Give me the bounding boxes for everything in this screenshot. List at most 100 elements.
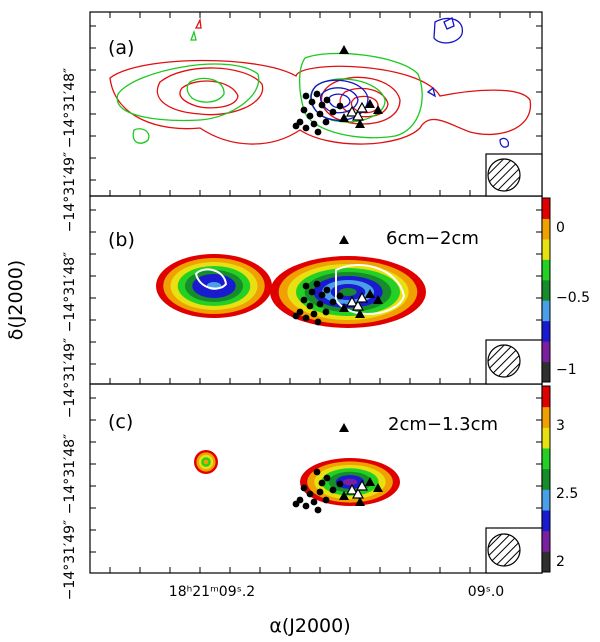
source-dot — [302, 92, 310, 100]
panel-b — [156, 235, 426, 328]
colorbar-segment — [542, 386, 550, 408]
source-open-triangle — [355, 101, 369, 113]
colorbar-tick-label: 2.5 — [556, 486, 578, 502]
y-tick-a-2: −14°31′49″ — [62, 152, 78, 233]
y-axis-title: δ(J2000) — [5, 260, 27, 340]
colorbar-segment — [542, 361, 550, 383]
source-dot — [302, 502, 310, 510]
source-dot — [313, 468, 321, 476]
beam-c — [485, 527, 543, 574]
colorbar-tick-label: 0 — [556, 220, 565, 236]
colorbar-segment — [542, 320, 550, 342]
source-dot — [316, 488, 324, 496]
source-dot — [323, 96, 331, 104]
colorbar-segment — [542, 218, 550, 240]
source-dot — [292, 500, 300, 508]
source-open-triangle — [351, 487, 365, 499]
panel-a-sources — [292, 45, 383, 136]
colorbar-c: 32.52 — [541, 385, 578, 573]
source-triangle — [339, 113, 349, 122]
source-dot — [329, 108, 337, 116]
colorbar-tick-label: 2 — [556, 554, 565, 570]
source-dot — [308, 98, 316, 106]
colorbar-tick-label: −1 — [556, 362, 577, 378]
source-dot — [292, 312, 300, 320]
y-tick-b-2: −14°31′49″ — [62, 338, 78, 419]
source-dot — [308, 288, 316, 296]
source-triangle — [339, 45, 349, 54]
panel-a — [109, 17, 531, 148]
panel-b-label: (b) — [108, 229, 135, 251]
source-dot — [302, 314, 310, 322]
panel-b-map — [156, 254, 426, 328]
source-dot — [310, 310, 318, 318]
panel-c-sources — [292, 423, 383, 514]
source-open-triangle — [345, 483, 359, 495]
source-dot — [314, 128, 322, 136]
map-b-contour — [194, 268, 228, 290]
panel-c-map — [194, 450, 400, 506]
source-open-triangle — [355, 291, 369, 303]
source-dot — [310, 498, 318, 506]
panel-c-band-label: 2cm−1.3cm — [388, 414, 498, 435]
source-dot — [302, 282, 310, 290]
beam-a — [485, 153, 543, 197]
source-dot — [316, 300, 324, 308]
source-open-triangle — [351, 299, 365, 311]
source-dot — [306, 302, 314, 310]
colorbar-segment — [542, 530, 550, 552]
source-triangle — [365, 99, 375, 108]
beam-b — [485, 339, 543, 385]
source-triangle — [365, 477, 375, 486]
source-dot — [314, 318, 322, 326]
source-triangle — [355, 119, 365, 128]
map-c-left — [203, 459, 209, 465]
source-dot — [323, 286, 331, 294]
source-triangle — [373, 295, 383, 304]
colorbar-tick-label: −0.5 — [556, 290, 590, 306]
map-c-right — [342, 478, 358, 486]
colorbar-segment — [542, 259, 550, 281]
panel-b-sources — [292, 235, 383, 326]
source-triangle — [339, 235, 349, 244]
source-open-triangle — [345, 295, 359, 307]
colorbar-segment — [542, 406, 550, 428]
y-tick-c-2: −14°31′49″ — [62, 520, 78, 601]
panel-a-label: (a) — [108, 37, 134, 59]
source-triangle — [355, 309, 365, 318]
x-tick-1: 18ʰ21ᵐ09ˢ.2 — [169, 584, 255, 600]
source-dot — [300, 296, 308, 304]
source-dot — [336, 292, 344, 300]
source-dot — [316, 110, 324, 118]
source-dot — [322, 118, 330, 126]
colorbar-frame — [541, 197, 551, 383]
source-dot — [313, 90, 321, 98]
source-dot — [329, 298, 337, 306]
colorbar-segment — [542, 448, 550, 470]
colorbar-segment — [542, 551, 550, 573]
source-dot — [318, 101, 326, 109]
colorbar-tick-label: 3 — [556, 418, 565, 434]
y-tick-c-1: −14°31′48″ — [62, 434, 78, 515]
colorbar-segment — [542, 279, 550, 301]
source-open-triangle — [345, 105, 359, 117]
source-dot — [318, 291, 326, 299]
colorbar-segment — [542, 198, 550, 219]
colorbar-frame — [541, 385, 551, 573]
source-dot — [306, 112, 314, 120]
source-triangle — [373, 105, 383, 114]
source-dot — [302, 124, 310, 132]
panel-c — [194, 423, 400, 514]
colorbar-segment — [542, 300, 550, 322]
source-dot — [300, 484, 308, 492]
source-open-triangle — [355, 479, 369, 491]
y-tick-a-1: −14°31′48″ — [62, 68, 78, 149]
colorbar-segment — [542, 489, 550, 511]
source-triangle — [365, 289, 375, 298]
colorbar-segment — [542, 510, 550, 532]
source-dot — [300, 106, 308, 114]
panel-c-label: (c) — [108, 411, 133, 433]
source-dot — [292, 122, 300, 130]
colorbar-segment — [542, 468, 550, 490]
